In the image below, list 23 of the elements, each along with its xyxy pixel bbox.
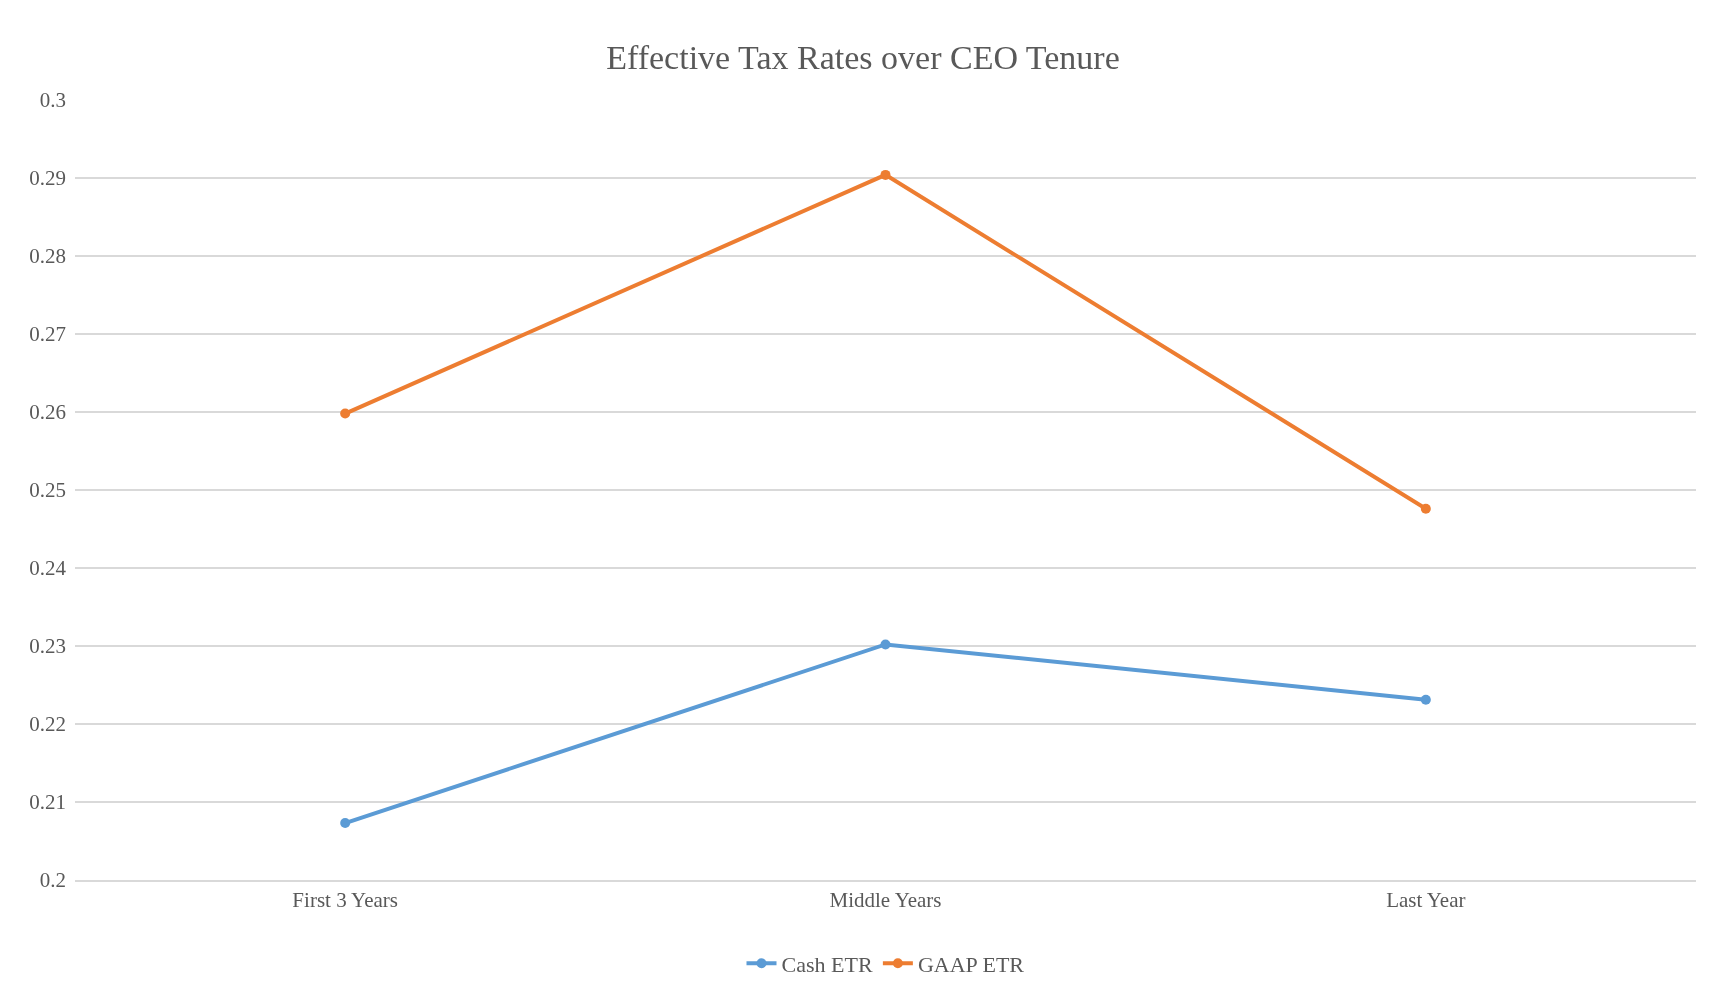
chart-title: Effective Tax Rates over CEO Tenure bbox=[606, 38, 1120, 76]
point bbox=[880, 169, 891, 180]
x-tick-label: Last Year bbox=[1386, 887, 1466, 912]
point bbox=[880, 639, 891, 650]
y-tick-label: 0.24 bbox=[29, 556, 67, 581]
y-tick-label: 0.23 bbox=[29, 634, 66, 659]
x-tick-label: Middle Years bbox=[829, 887, 942, 912]
y-tick-label: 0.22 bbox=[29, 712, 66, 737]
y-tick-label: 0.25 bbox=[29, 478, 66, 503]
x-tick-label: First 3 Years bbox=[292, 887, 398, 912]
legend-label: GAAP ETR bbox=[917, 951, 1025, 977]
y-tick-label: 0.2 bbox=[39, 868, 66, 893]
y-tick-label: 0.28 bbox=[29, 244, 66, 269]
y-tick-label: 0.21 bbox=[29, 790, 66, 815]
y-tick-label: 0.3 bbox=[39, 88, 66, 113]
legend-label: Cash ETR bbox=[781, 951, 873, 977]
point bbox=[1420, 503, 1431, 514]
point bbox=[340, 408, 351, 419]
y-tick-label: 0.29 bbox=[29, 166, 66, 191]
y-tick-label: 0.27 bbox=[29, 322, 66, 347]
point bbox=[1420, 694, 1431, 705]
point bbox=[340, 818, 351, 829]
y-tick-label: 0.26 bbox=[29, 400, 66, 425]
